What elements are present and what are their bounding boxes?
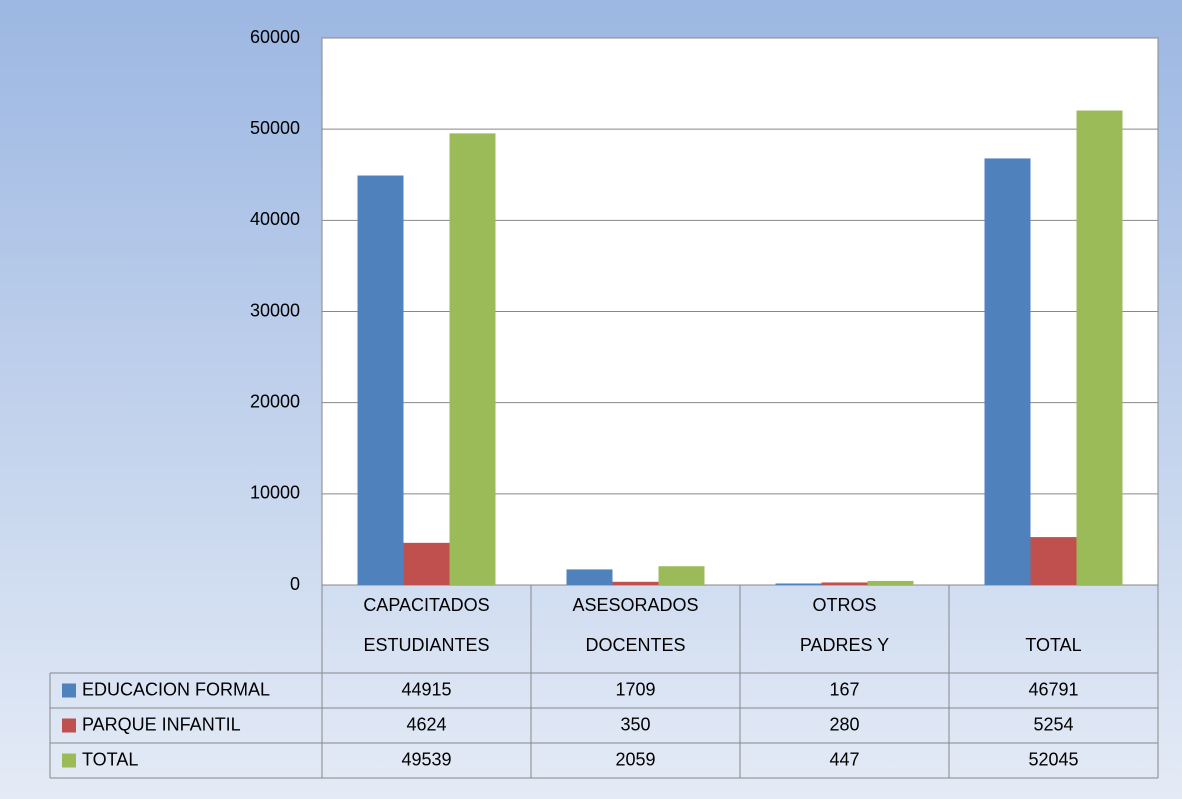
table-value: 46791 xyxy=(1028,679,1078,699)
category-label: CAPACITADOS xyxy=(363,595,489,615)
y-tick-label: 40000 xyxy=(250,209,300,229)
legend-key xyxy=(62,753,76,768)
bar xyxy=(403,542,450,585)
bar xyxy=(612,581,659,585)
bar xyxy=(1076,110,1123,586)
bar xyxy=(658,566,705,585)
bar xyxy=(1030,537,1077,585)
y-tick-label: 20000 xyxy=(250,391,300,411)
category-label: ASESORADOS xyxy=(572,595,698,615)
table-value: 447 xyxy=(829,749,859,769)
legend-key xyxy=(62,718,76,733)
table-value: 1709 xyxy=(615,679,655,699)
y-tick-label: 10000 xyxy=(250,483,300,503)
legend-label: EDUCACION FORMAL xyxy=(82,679,270,699)
y-tick-label: 50000 xyxy=(250,118,300,138)
y-tick-label: 30000 xyxy=(250,300,300,320)
category-label: DOCENTES xyxy=(585,635,685,655)
table-value: 44915 xyxy=(401,679,451,699)
legend-label: TOTAL xyxy=(82,749,138,769)
table-value: 52045 xyxy=(1028,749,1078,769)
bar xyxy=(566,569,613,585)
table-value: 4624 xyxy=(406,714,446,734)
category-label: TOTAL xyxy=(1025,635,1081,655)
bar xyxy=(821,582,868,585)
table-value: 2059 xyxy=(615,749,655,769)
table-value: 5254 xyxy=(1033,714,1073,734)
legend-label: PARQUE INFANTIL xyxy=(82,714,241,734)
table-value: 167 xyxy=(829,679,859,699)
table-value: 49539 xyxy=(401,749,451,769)
y-tick-label: 60000 xyxy=(250,27,300,47)
bar xyxy=(449,133,496,585)
table-value: 280 xyxy=(829,714,859,734)
legend-key xyxy=(62,683,76,698)
category-label: OTROS xyxy=(812,595,876,615)
table-value: 350 xyxy=(620,714,650,734)
y-tick-label: 0 xyxy=(290,574,300,594)
bar xyxy=(357,175,404,586)
bar xyxy=(984,158,1031,585)
category-label: ESTUDIANTES xyxy=(363,635,489,655)
bar xyxy=(775,583,822,585)
category-label: PADRES Y xyxy=(800,635,889,655)
bar xyxy=(867,580,914,585)
